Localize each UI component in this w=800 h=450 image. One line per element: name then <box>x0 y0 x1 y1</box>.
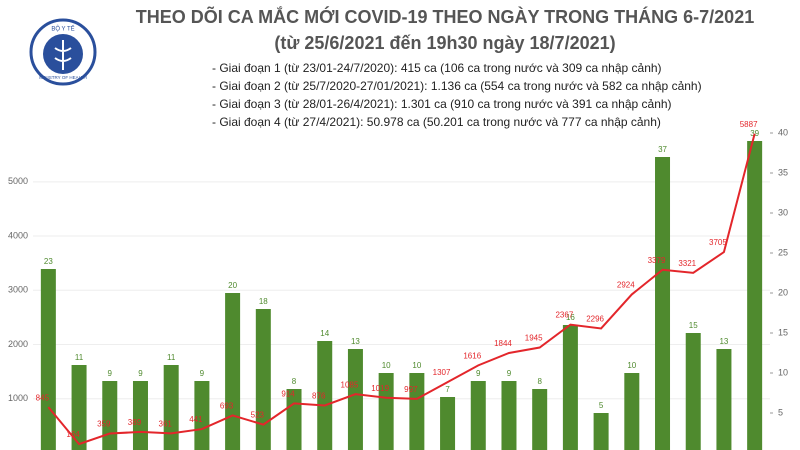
y-tick-label: 5000 <box>8 176 28 186</box>
bar-value-label: 7 <box>445 385 450 394</box>
bar-value-label: 15 <box>689 321 698 330</box>
y-tick-label: 3000 <box>8 285 28 295</box>
bar <box>501 381 517 450</box>
annotation: - Giai đoạn 3 (từ 28/01-26/4/2021): 1.30… <box>212 97 672 111</box>
line-value-label: 997 <box>404 385 418 394</box>
bar <box>562 325 578 450</box>
y-tick-label: 4000 <box>8 230 28 240</box>
line-value-label: 164 <box>66 430 80 439</box>
line-value-label: 523 <box>251 411 265 420</box>
logo-top: BỘ Y TẾ <box>51 26 74 33</box>
bar <box>225 293 241 450</box>
bar <box>624 373 640 450</box>
bar <box>163 365 179 450</box>
annotation: - Giai đoạn 2 (từ 25/7/2020-27/01/2021):… <box>212 79 702 93</box>
bar-value-label: 9 <box>507 369 512 378</box>
line-value-label: 1945 <box>525 334 543 343</box>
logo-bottom: MINISTRY OF HEALTH <box>39 75 87 80</box>
bar-value-label: 14 <box>320 329 329 338</box>
annotation: - Giai đoạn 1 (từ 23/01-24/7/2020): 415 … <box>212 61 662 75</box>
y2-tick-label: 40 <box>778 127 788 137</box>
line-value-label: 389 <box>128 418 142 427</box>
y-tick-label: 1000 <box>8 393 28 403</box>
line-value-label: 1616 <box>463 351 481 360</box>
line-value-label: 693 <box>220 402 234 411</box>
bar <box>132 381 148 450</box>
line-value-label: 914 <box>281 390 295 399</box>
line-value-label: 2924 <box>617 281 635 290</box>
annotation: - Giai đoạn 4 (từ 27/4/2021): 50.978 ca … <box>212 115 661 129</box>
line-value-label: 3379 <box>648 256 666 265</box>
logo: BỘ Y TẾ MINISTRY OF HEALTH <box>29 18 97 86</box>
line-value-label: 3321 <box>678 259 696 268</box>
bar <box>347 349 363 450</box>
line <box>47 133 756 446</box>
bar-value-label: 9 <box>476 369 481 378</box>
y2-tick-label: 10 <box>778 367 788 377</box>
bar <box>255 309 271 450</box>
line-value-label: 3705 <box>709 238 727 247</box>
bar-value-label: 9 <box>200 369 205 378</box>
bar-value-label: 10 <box>382 361 391 370</box>
line-value-label: 2296 <box>586 315 604 324</box>
bar-value-label: 8 <box>537 377 542 386</box>
line-value-label: 876 <box>312 392 326 401</box>
chart-title: THEO DÕI CA MẮC MỚI COVID-19 THEO NGÀY T… <box>136 6 754 27</box>
bar-value-label: 10 <box>627 361 636 370</box>
bar <box>747 141 763 450</box>
line-value-label: 845 <box>36 393 50 402</box>
bar-value-label: 23 <box>44 257 53 266</box>
line-value-label: 1844 <box>494 339 512 348</box>
bar <box>71 365 87 450</box>
bar <box>655 157 671 450</box>
bar <box>378 373 394 450</box>
bar-value-label: 37 <box>658 145 667 154</box>
bar-value-label: 11 <box>167 353 176 362</box>
y2-tick-label: 15 <box>778 327 788 337</box>
bar <box>716 349 732 450</box>
bar <box>470 381 486 450</box>
chart-subtitle: (từ 25/6/2021 đến 19h30 ngày 18/7/2021) <box>274 33 615 53</box>
line-value-label: 1307 <box>433 368 451 377</box>
line-value-label: 1085 <box>341 380 359 389</box>
bar-value-label: 9 <box>108 369 113 378</box>
bar-value-label: 20 <box>228 281 237 290</box>
bar-value-label: 11 <box>75 353 84 362</box>
bar-value-label: 8 <box>292 377 297 386</box>
bar <box>532 389 548 450</box>
y-tick-label: 2000 <box>8 339 28 349</box>
bar-value-label: 13 <box>719 337 728 346</box>
bar-value-label: 18 <box>259 297 268 306</box>
line-value-label: 5887 <box>740 120 758 129</box>
bar <box>440 397 456 450</box>
line-value-label: 441 <box>189 415 203 424</box>
line-value-label: 359 <box>97 420 111 429</box>
bar <box>40 269 56 450</box>
bar <box>685 333 701 450</box>
bar <box>317 341 333 450</box>
bar <box>102 381 118 450</box>
y2-tick-label: 30 <box>778 207 788 217</box>
bar-value-label: 9 <box>138 369 143 378</box>
bar-value-label: 10 <box>412 361 421 370</box>
bar-value-label: 39 <box>750 129 759 138</box>
bar-value-label: 5 <box>599 401 604 410</box>
y2-tick-label: 25 <box>778 247 788 257</box>
bar-value-label: 16 <box>566 313 575 322</box>
line-value-label: 1019 <box>371 384 389 393</box>
bar <box>194 381 210 450</box>
y2-tick-label: 5 <box>778 407 783 417</box>
bar <box>593 413 609 450</box>
line-value-label: 2367 <box>555 311 573 320</box>
line-value-label: 361 <box>159 420 173 429</box>
y2-tick-label: 20 <box>778 287 788 297</box>
bar <box>409 373 425 450</box>
y2-tick-label: 35 <box>778 167 788 177</box>
bar-value-label: 13 <box>351 337 360 346</box>
